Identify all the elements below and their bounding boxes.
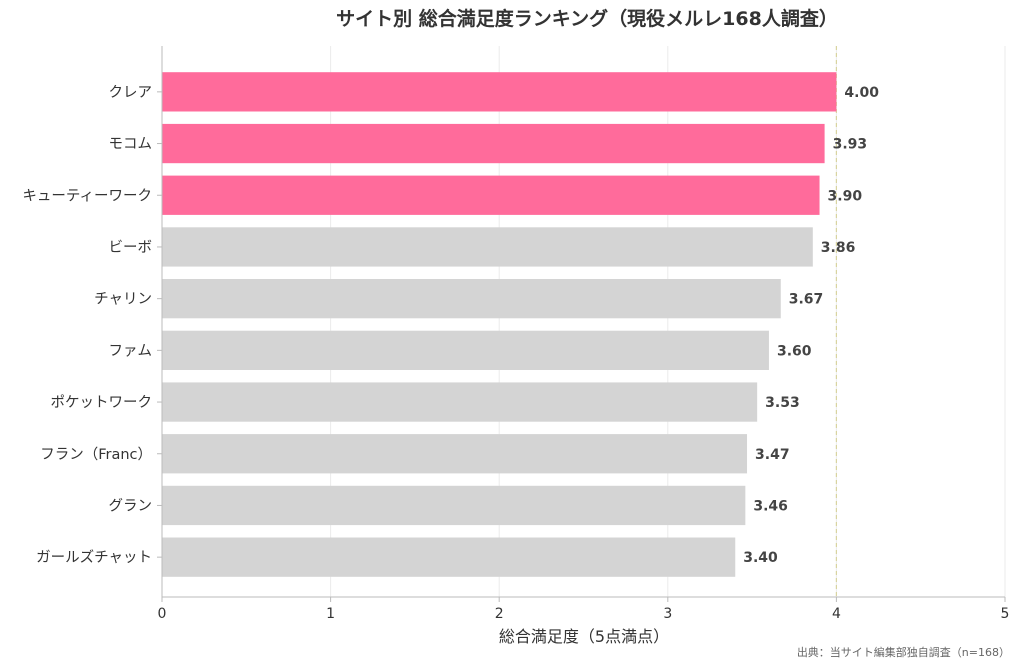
- x-tick-label: 1: [326, 606, 335, 622]
- x-axis-label: 総合満足度（5点満点）: [499, 627, 669, 646]
- value-label: 3.60: [777, 343, 812, 359]
- axes: [157, 46, 1006, 602]
- value-label: 3.53: [765, 395, 800, 411]
- bar: [162, 434, 748, 474]
- bar: [162, 279, 781, 319]
- category-label: フラン（Franc）: [40, 446, 152, 463]
- category-label: ビーボ: [109, 239, 153, 256]
- source-note: 出典：当サイト編集部独自調査（n=168）: [797, 645, 1010, 659]
- chart-title: サイト別 総合満足度ランキング（現役メルレ168人調査）: [336, 7, 838, 30]
- category-label: ガールズチャット: [36, 549, 152, 566]
- category-label: クレア: [109, 84, 153, 101]
- value-label: 3.67: [789, 292, 824, 308]
- value-label: 3.47: [755, 447, 790, 463]
- category-label: ファム: [109, 343, 153, 359]
- category-label: キューティーワーク: [22, 187, 152, 204]
- x-tick-label: 2: [495, 606, 504, 622]
- bar: [162, 330, 769, 370]
- x-tick-label: 5: [1001, 606, 1010, 622]
- bar: [162, 537, 736, 577]
- bar: [162, 485, 746, 526]
- bars: [162, 72, 837, 577]
- value-label: 3.90: [828, 188, 863, 204]
- x-tick-label: 4: [832, 606, 841, 622]
- category-label: チャリン: [94, 292, 152, 308]
- category-label: グラン: [109, 497, 153, 514]
- value-label: 3.86: [821, 240, 856, 256]
- value-label: 3.46: [753, 498, 788, 514]
- bar: [162, 382, 758, 422]
- value-label: 4.00: [844, 85, 879, 101]
- bar: [162, 72, 837, 112]
- bar: [162, 227, 813, 267]
- labels: クレア 4.00 モコム 3.93 キューティーワーク 3.90 ビーボ 3.86 チャリン 3.…: [22, 84, 1009, 622]
- category-label: モコム: [109, 137, 153, 153]
- category-label: ポケットワーク: [51, 394, 153, 411]
- value-label: 3.40: [743, 550, 778, 566]
- x-tick-label: 0: [158, 606, 167, 622]
- value-label: 3.93: [833, 137, 868, 153]
- bar: [162, 175, 820, 215]
- bar: [162, 123, 825, 164]
- x-tick-label: 3: [663, 606, 672, 622]
